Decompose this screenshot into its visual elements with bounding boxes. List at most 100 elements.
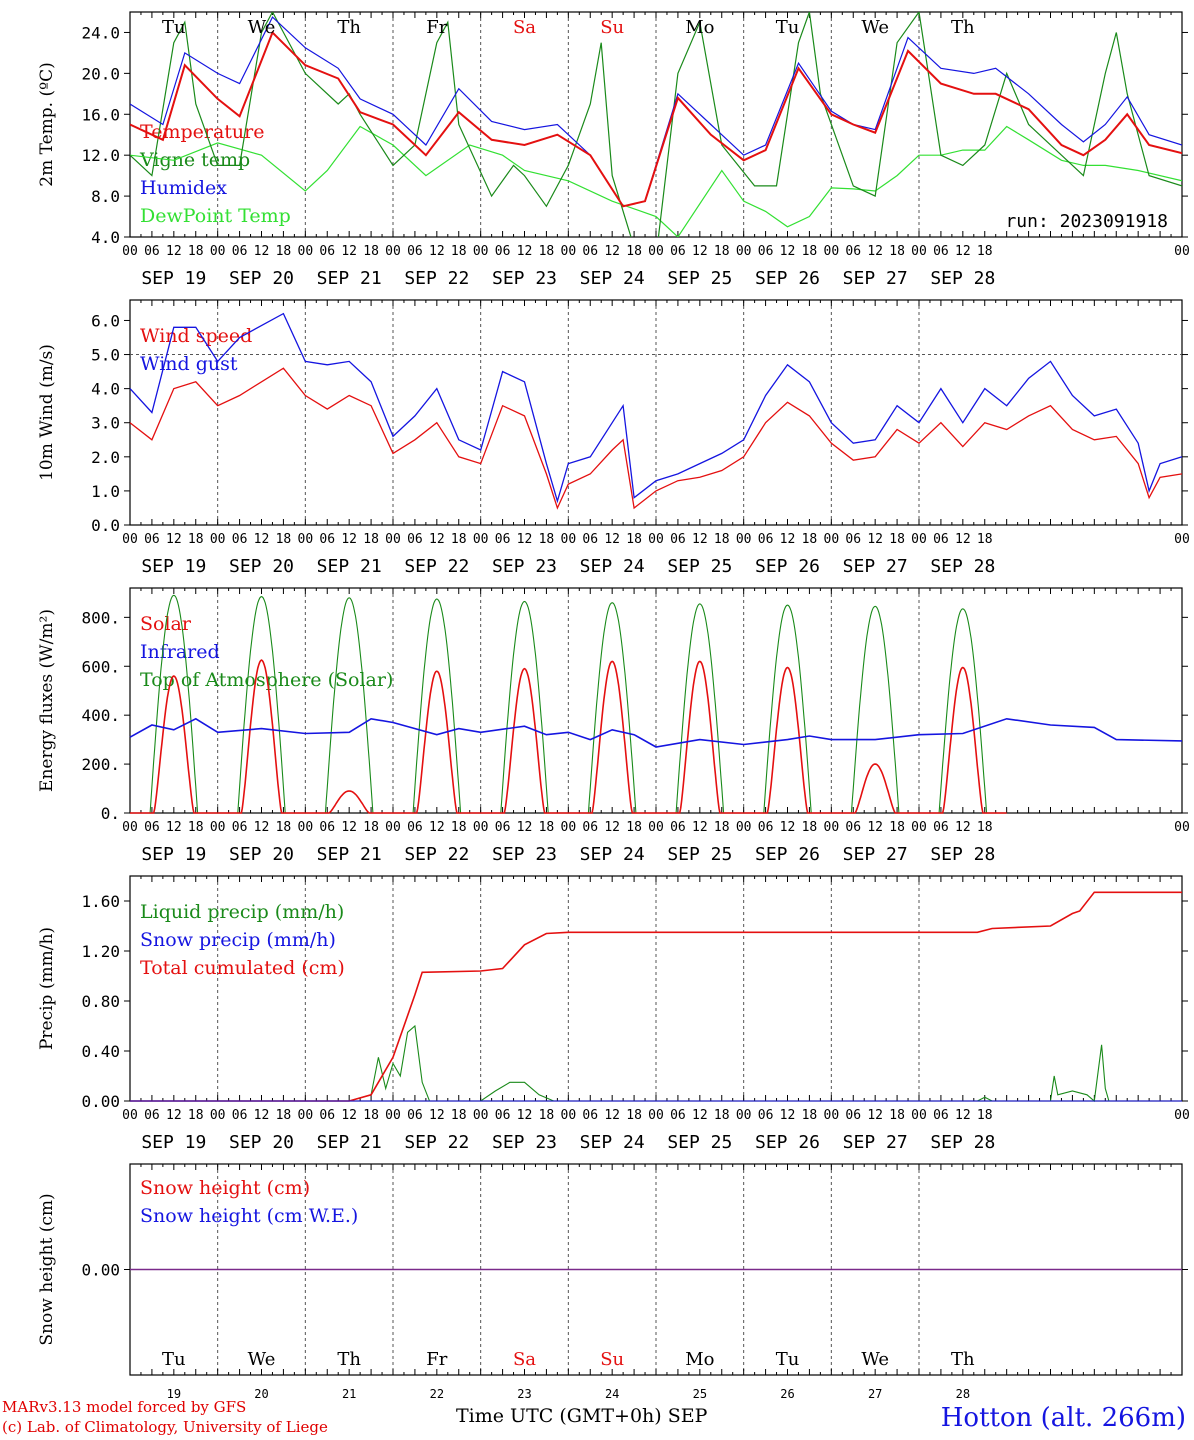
date-label: SEP 23 bbox=[492, 1132, 557, 1153]
x-tick-label: 18 bbox=[626, 1108, 642, 1123]
x-tick-label: 18 bbox=[977, 820, 993, 835]
date-label: SEP 26 bbox=[755, 844, 820, 865]
date-label: SEP 24 bbox=[580, 268, 645, 289]
x-tick-label: 12 bbox=[692, 1108, 708, 1123]
x-tick-label: 00 bbox=[561, 244, 577, 259]
date-label: SEP 27 bbox=[843, 268, 908, 289]
date-label: SEP 23 bbox=[492, 844, 557, 865]
x-tick-label: 18 bbox=[539, 244, 555, 259]
x-tick-label: 00 bbox=[473, 532, 489, 547]
x-tick-label: 12 bbox=[429, 820, 445, 835]
x-tick-label: 06 bbox=[495, 244, 511, 259]
x-tick-label: 12 bbox=[867, 532, 883, 547]
y-tick-label: 4.0 bbox=[91, 380, 120, 399]
x-tick-label: 00 bbox=[824, 820, 840, 835]
day-number-label: 23 bbox=[517, 1387, 531, 1401]
x-tick-label: 00 bbox=[473, 1108, 489, 1123]
y-tick-label: 6.0 bbox=[91, 311, 120, 330]
x-tick-label: 00 bbox=[385, 532, 401, 547]
series-solar-day bbox=[130, 675, 218, 814]
series-toa-day bbox=[480, 600, 569, 814]
day-number-label: 20 bbox=[254, 1387, 268, 1401]
y-tick-label: 0.80 bbox=[81, 992, 120, 1011]
x-tick-label: 06 bbox=[933, 244, 949, 259]
weekday-label: Tu bbox=[776, 1349, 800, 1370]
series-toa-day bbox=[217, 595, 306, 814]
date-label: SEP 20 bbox=[229, 268, 294, 289]
weekday-label: Sa bbox=[513, 17, 536, 38]
x-tick-label: 06 bbox=[933, 532, 949, 547]
x-tick-label: 12 bbox=[867, 1108, 883, 1123]
y-axis-title: 10m Wind (m/s) bbox=[37, 344, 57, 481]
date-label: SEP 27 bbox=[843, 1132, 908, 1153]
date-label: SEP 22 bbox=[404, 556, 469, 577]
x-tick-label: 00 bbox=[736, 820, 752, 835]
date-label: SEP 26 bbox=[755, 268, 820, 289]
x-tick-label: 12 bbox=[955, 820, 971, 835]
weekday-label: Sa bbox=[513, 1349, 536, 1370]
y-tick-label: 0.40 bbox=[81, 1042, 120, 1061]
date-label: SEP 20 bbox=[229, 844, 294, 865]
panel-3: 0. 200. 400. 600. 800. Energy fluxes (W/m²) 00… bbox=[37, 587, 1190, 865]
y-tick-label: 0.00 bbox=[81, 1261, 120, 1280]
x-tick-label: 18 bbox=[889, 1108, 905, 1123]
x-tick-label: 00 bbox=[385, 1108, 401, 1123]
x-tick-label: 06 bbox=[232, 820, 248, 835]
x-tick-label: 00 bbox=[473, 820, 489, 835]
weekday-label: Fr bbox=[426, 17, 447, 38]
series-wind-gust bbox=[129, 312, 1183, 504]
x-tick-label: 18 bbox=[714, 532, 730, 547]
x-tick-label: 18 bbox=[714, 244, 730, 259]
legend-entry: Liquid precip (mm/h) bbox=[140, 901, 344, 923]
legend-entry: Snow precip (mm/h) bbox=[140, 929, 336, 951]
x-tick-label: 06 bbox=[407, 820, 423, 835]
panel-2: 0.0 1.0 2.0 3.0 4.0 5.0 6.0 10m Wind (m/s) 00 06 1… bbox=[37, 299, 1190, 577]
y-tick-label: 5.0 bbox=[91, 346, 120, 365]
x-tick-label: 00 bbox=[824, 532, 840, 547]
x-tick-label: 12 bbox=[254, 532, 270, 547]
x-tick-label: 06 bbox=[758, 244, 774, 259]
x-tick-label: 12 bbox=[780, 820, 796, 835]
x-tick-label: 12 bbox=[341, 244, 357, 259]
x-tick-label: 00 bbox=[385, 244, 401, 259]
weekday-label: We bbox=[861, 1349, 889, 1370]
x-tick-label: 00 bbox=[473, 244, 489, 259]
date-label: SEP 22 bbox=[404, 1132, 469, 1153]
x-tick-label: 00 bbox=[1174, 244, 1190, 259]
day-number-label: 22 bbox=[430, 1387, 444, 1401]
x-tick-label: 12 bbox=[692, 532, 708, 547]
date-label: SEP 25 bbox=[667, 556, 732, 577]
x-tick-label: 18 bbox=[188, 244, 204, 259]
y-tick-label: 200. bbox=[81, 755, 120, 774]
day-number-label: 19 bbox=[167, 1387, 181, 1401]
date-label: SEP 27 bbox=[843, 556, 908, 577]
x-tick-label: 18 bbox=[714, 1108, 730, 1123]
x-tick-label: 12 bbox=[341, 820, 357, 835]
date-label: SEP 20 bbox=[229, 1132, 294, 1153]
x-tick-label: 06 bbox=[933, 1108, 949, 1123]
x-tick-label: 06 bbox=[232, 1108, 248, 1123]
x-tick-label: 18 bbox=[626, 532, 642, 547]
legend-entry: Wind gust bbox=[140, 353, 238, 375]
series-dewpoint-temp bbox=[130, 125, 1182, 237]
x-tick-label: 06 bbox=[319, 244, 335, 259]
date-label: SEP 24 bbox=[580, 844, 645, 865]
series-liquid-precip-mm-h- bbox=[130, 1024, 1182, 1103]
x-tick-label: 06 bbox=[319, 820, 335, 835]
x-tick-label: 00 bbox=[298, 532, 314, 547]
x-tick-label: 18 bbox=[977, 244, 993, 259]
weekday-label: Th bbox=[337, 1349, 361, 1370]
y-tick-label: 20.0 bbox=[81, 64, 120, 83]
x-tick-label: 18 bbox=[802, 244, 818, 259]
x-tick-label: 00 bbox=[122, 820, 138, 835]
date-label: SEP 26 bbox=[755, 556, 820, 577]
x-tick-label: 18 bbox=[276, 532, 292, 547]
x-tick-label: 06 bbox=[495, 820, 511, 835]
series-toa-day bbox=[568, 602, 656, 814]
y-tick-label: 400. bbox=[81, 706, 120, 725]
x-tick-label: 00 bbox=[210, 1108, 226, 1123]
x-tick-label: 06 bbox=[232, 244, 248, 259]
x-tick-label: 12 bbox=[254, 244, 270, 259]
x-tick-label: 06 bbox=[319, 532, 335, 547]
x-tick-label: 00 bbox=[385, 820, 401, 835]
